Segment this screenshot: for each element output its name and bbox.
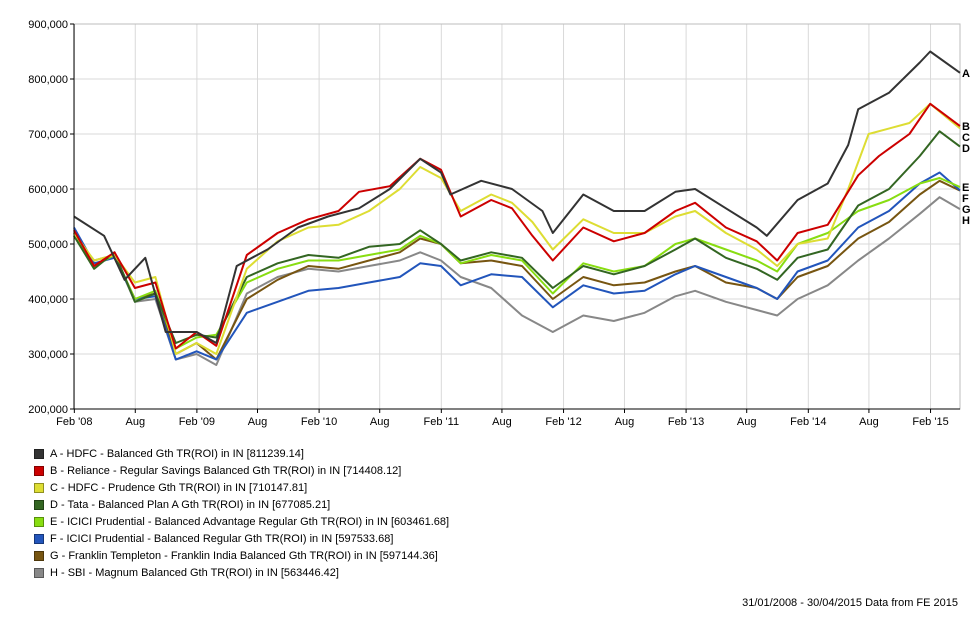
legend: A - HDFC - Balanced Gth TR(ROI) in IN [8… (34, 445, 449, 582)
legend-swatch (34, 551, 44, 562)
legend-item: G - Franklin Templeton - Franklin India … (34, 548, 449, 565)
series-end-label: A (962, 68, 970, 80)
legend-label: F - ICICI Prudential - Balanced Regular … (50, 533, 394, 546)
y-tick-label: 300,000 (28, 349, 68, 361)
legend-swatch (34, 448, 44, 459)
y-tick-label: 700,000 (28, 129, 68, 141)
y-tick-label: 600,000 (28, 184, 68, 196)
series-end-label: B (962, 121, 970, 133)
x-tick-label: Aug (737, 416, 757, 428)
series-line-e (73, 177, 961, 350)
axes: 200,000 300,000 400,000 500,000 600,000 700,0… (28, 19, 960, 428)
x-tick-label: Aug (125, 416, 145, 428)
data-source-footer: 31/01/2008 - 30/04/2015 Data from FE 201… (742, 597, 958, 609)
legend-swatch (34, 482, 44, 493)
legend-label: E - ICICI Prudential - Balanced Advantag… (50, 515, 450, 528)
series-end-label: C (962, 132, 970, 144)
legend-item: H - SBI - Magnum Balanced Gth TR(ROI) in… (34, 565, 449, 582)
x-tick-label: Aug (370, 416, 390, 428)
line-chart: 200,000 300,000 400,000 500,000 600,000 700,0… (28, 19, 971, 428)
legend-label: H - SBI - Magnum Balanced Gth TR(ROI) in… (50, 567, 339, 580)
legend-swatch (34, 516, 44, 527)
x-tick-label: Aug (248, 416, 268, 428)
legend-label: D - Tata - Balanced Plan A Gth TR(ROI) i… (50, 498, 331, 511)
legend-label: A - HDFC - Balanced Gth TR(ROI) in IN [8… (50, 447, 304, 460)
series-line-a (73, 50, 961, 344)
x-tick-label: Feb '10 (301, 416, 337, 428)
series-end-label: D (962, 143, 970, 155)
y-tick-label: 200,000 (28, 404, 68, 416)
series-line-f (73, 171, 961, 361)
series-line-b (73, 102, 961, 350)
legend-swatch (34, 499, 44, 510)
x-tick-label: Feb '13 (668, 416, 704, 428)
legend-swatch (34, 465, 44, 476)
y-tick-label: 400,000 (28, 294, 68, 306)
legend-label: C - HDFC - Prudence Gth TR(ROI) in IN [7… (50, 481, 308, 494)
legend-item: F - ICICI Prudential - Balanced Regular … (34, 530, 449, 547)
x-tick-label: Feb '12 (545, 416, 581, 428)
legend-item: A - HDFC - Balanced Gth TR(ROI) in IN [8… (34, 445, 449, 462)
y-tick-label: 800,000 (28, 74, 68, 86)
x-tick-label: Feb '14 (790, 416, 826, 428)
legend-item: B - Reliance - Regular Savings Balanced … (34, 462, 449, 479)
x-tick-label: Feb '15 (912, 416, 948, 428)
legend-swatch (34, 568, 44, 579)
series-end-label: E (962, 182, 969, 194)
legend-label: G - Franklin Templeton - Franklin India … (50, 550, 438, 563)
x-tick-label: Feb '11 (424, 416, 460, 428)
series-end-label: H (962, 215, 970, 227)
legend-label: B - Reliance - Regular Savings Balanced … (50, 464, 402, 477)
legend-item: C - HDFC - Prudence Gth TR(ROI) in IN [7… (34, 479, 449, 496)
legend-item: D - Tata - Balanced Plan A Gth TR(ROI) i… (34, 496, 449, 513)
series-end-label: F (962, 193, 969, 205)
x-tick-label: Feb '09 (179, 416, 215, 428)
series-line-h (73, 196, 961, 366)
series-lines (73, 50, 961, 366)
x-tick-label: Aug (492, 416, 512, 428)
legend-item: E - ICICI Prudential - Balanced Advantag… (34, 513, 449, 530)
x-tick-label: Aug (615, 416, 635, 428)
series-end-label: G (962, 204, 971, 216)
x-tick-label: Aug (859, 416, 879, 428)
x-tick-label: Feb '08 (56, 416, 92, 428)
series-line-c (73, 102, 961, 355)
legend-swatch (34, 534, 44, 545)
y-tick-label: 900,000 (28, 19, 68, 31)
y-tick-label: 500,000 (28, 239, 68, 251)
